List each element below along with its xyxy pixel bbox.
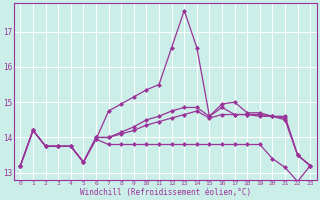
X-axis label: Windchill (Refroidissement éolien,°C): Windchill (Refroidissement éolien,°C) — [80, 188, 251, 197]
